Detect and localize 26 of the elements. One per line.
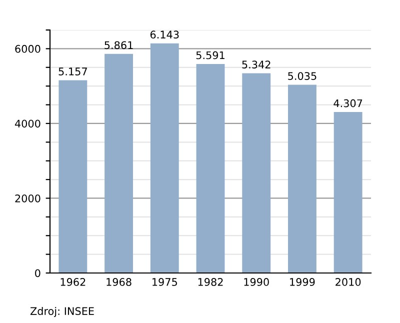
data-label: 5.591 — [196, 51, 224, 60]
data-label: 5.342 — [242, 60, 270, 68]
y-tick-label: 4000 — [14, 120, 40, 128]
x-tick-label: 1999 — [290, 278, 315, 286]
data-label: 5.035 — [288, 72, 316, 80]
x-tick-label: 1982 — [198, 278, 223, 286]
x-tick-label: 1962 — [60, 278, 86, 286]
text: Zdroj: INSEE — [30, 306, 94, 318]
data-label: 5.157 — [58, 68, 87, 76]
y-tick-label: 0 — [35, 269, 40, 278]
x-tick-label: 1990 — [244, 278, 269, 286]
data-label: 6.143 — [150, 30, 179, 39]
bar — [58, 80, 88, 273]
data-label: 5.861 — [104, 41, 133, 50]
bar — [104, 54, 133, 273]
y-tick-label: 6000 — [15, 44, 40, 53]
x-tick-label: 1968 — [106, 278, 132, 286]
x-tick-label: 2010 — [336, 278, 361, 286]
data-label: 4.307 — [334, 99, 362, 108]
bar — [196, 64, 225, 273]
x-tick-label: 1975 — [152, 278, 177, 286]
bar — [288, 84, 316, 273]
bar — [150, 43, 179, 273]
bar — [242, 73, 271, 273]
bar — [334, 112, 362, 273]
y-tick-label: 2000 — [15, 194, 40, 202]
